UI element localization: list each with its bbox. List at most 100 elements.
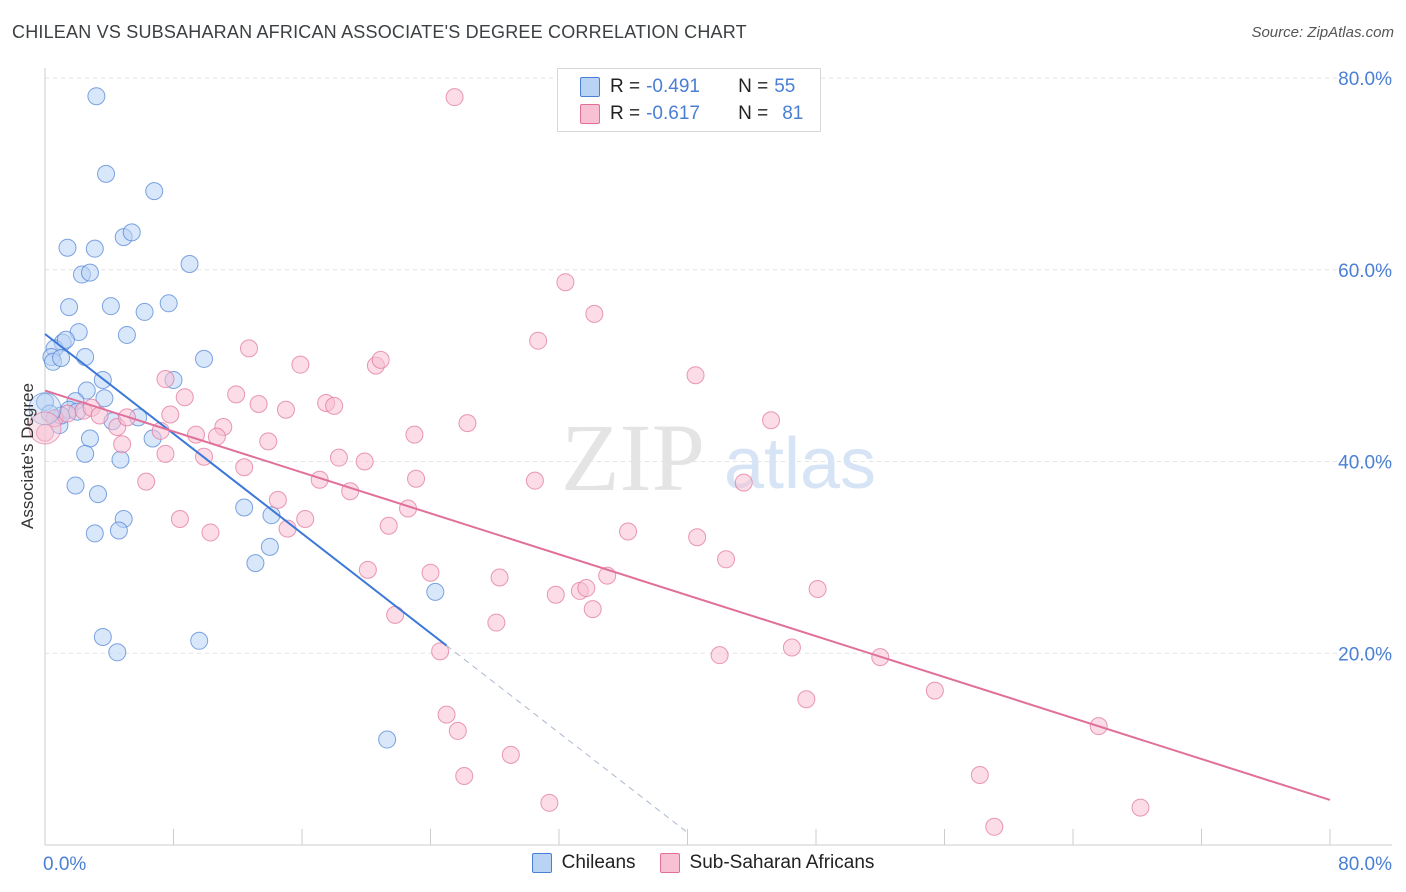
subsaharan-point xyxy=(235,458,254,477)
subsaharan-point xyxy=(445,88,464,107)
y-tick-label: 80.0% xyxy=(1338,69,1392,90)
subsaharan-point xyxy=(201,523,220,542)
chileans-point xyxy=(190,631,209,650)
subsaharan-point xyxy=(458,414,477,433)
subsaharan-point xyxy=(501,745,520,764)
chileans-point xyxy=(56,330,75,349)
x-tick-label: 80.0% xyxy=(1338,854,1392,875)
subsaharan-point xyxy=(156,370,175,389)
watermark-zip: ZIP xyxy=(561,404,705,511)
chileans-point xyxy=(77,381,96,400)
subsaharan-point xyxy=(36,423,54,442)
subsaharan-point xyxy=(734,473,753,492)
subsaharan-point xyxy=(291,355,310,374)
subsaharan-point xyxy=(529,331,548,350)
stats-n-label: N = xyxy=(738,76,769,97)
chileans-point xyxy=(85,524,104,543)
stats-n-value: 81 xyxy=(782,103,804,124)
subsaharan-point xyxy=(239,339,258,358)
subsaharan-point xyxy=(490,568,509,587)
chileans-trend-extension xyxy=(446,645,688,833)
stats-row-chileans: R = -0.491 N = 55 xyxy=(580,75,795,99)
stats-r-label: R = xyxy=(610,76,641,97)
subsaharan-point xyxy=(797,690,816,709)
subsaharan-point xyxy=(227,385,246,404)
chileans-swatch xyxy=(580,77,600,97)
subsaharan-point xyxy=(1131,798,1150,817)
subsaharan-point xyxy=(970,766,989,785)
chileans-point xyxy=(58,238,77,257)
legend-item-chileans[interactable]: Chileans xyxy=(531,852,636,874)
subsaharan-point xyxy=(405,425,424,444)
subsaharan-point xyxy=(58,404,77,423)
subsaharan-point xyxy=(455,766,474,785)
subsaharan-point xyxy=(717,550,736,569)
subsaharan-point xyxy=(710,646,729,665)
chileans-trend-line xyxy=(44,333,448,647)
stats-row-subsaharan: R = -0.617 N = 81 xyxy=(580,102,803,126)
subsaharan-point xyxy=(249,394,268,413)
subsaharan-point xyxy=(358,560,377,579)
chileans-point xyxy=(246,554,265,573)
legend-label-chileans: Chileans xyxy=(561,852,636,873)
x-tick-label: 0.0% xyxy=(43,854,86,875)
subsaharan-point xyxy=(379,516,398,535)
bottom-legend: Chileans Sub-Saharan Africans xyxy=(0,852,1406,874)
subsaharan-point xyxy=(170,510,189,529)
chileans-point xyxy=(28,392,62,426)
subsaharan-point xyxy=(448,721,467,740)
chileans-point xyxy=(85,239,104,258)
chileans-point xyxy=(145,182,164,201)
subsaharan-trend-line xyxy=(44,389,1331,801)
stats-n-value: 55 xyxy=(774,76,796,97)
subsaharan-point xyxy=(619,522,638,541)
chileans-point xyxy=(111,450,130,469)
subsaharan-point xyxy=(556,273,575,292)
subsaharan-point xyxy=(371,350,390,369)
legend-item-subsaharan[interactable]: Sub-Saharan Africans xyxy=(659,852,874,874)
chart-source: Source: ZipAtlas.com xyxy=(1251,24,1394,41)
subsaharan-point xyxy=(985,817,1004,836)
y-tick-label: 40.0% xyxy=(1338,453,1392,474)
subsaharan-point xyxy=(325,396,344,415)
chileans-point xyxy=(80,263,99,282)
subsaharan-point xyxy=(310,470,329,489)
subsaharan-point xyxy=(329,448,348,467)
subsaharan-point xyxy=(259,432,278,451)
legend-swatch-subsaharan xyxy=(659,853,680,873)
subsaharan-point xyxy=(546,585,565,604)
stats-legend-box: R = -0.491 N = 55 R = -0.617 N = 81 xyxy=(557,68,821,132)
chileans-point xyxy=(260,537,279,556)
chileans-point xyxy=(108,643,127,662)
chileans-point xyxy=(101,297,120,316)
subsaharan-point xyxy=(421,563,440,582)
chileans-point xyxy=(89,485,108,504)
subsaharan-point xyxy=(156,444,175,463)
chileans-point xyxy=(135,302,154,321)
chileans-point xyxy=(235,498,254,517)
subsaharan-point xyxy=(437,705,456,724)
chileans-point xyxy=(109,521,128,540)
subsaharan-point xyxy=(386,605,405,624)
subsaharan-point xyxy=(762,411,781,430)
subsaharan-point xyxy=(175,388,194,407)
subsaharan-point xyxy=(688,528,707,547)
subsaharan-point xyxy=(525,471,544,490)
subsaharan-point xyxy=(28,411,62,445)
chileans-point xyxy=(195,349,214,368)
y-tick-label: 60.0% xyxy=(1338,261,1392,282)
y-tick-label: 20.0% xyxy=(1338,644,1392,665)
chileans-point xyxy=(76,347,95,366)
subsaharan-point xyxy=(487,613,506,632)
legend-swatch-chileans xyxy=(531,853,552,873)
subsaharan-point xyxy=(431,642,450,661)
subsaharan-point xyxy=(686,366,705,385)
subsaharan-point xyxy=(355,452,374,471)
chileans-point xyxy=(117,325,136,344)
stats-r-value: -0.491 xyxy=(646,76,700,97)
subsaharan-point xyxy=(161,405,180,424)
chileans-point xyxy=(60,298,79,317)
chileans-point xyxy=(180,254,199,273)
subsaharan-point xyxy=(782,638,801,657)
stats-r-label: R = xyxy=(610,103,641,124)
